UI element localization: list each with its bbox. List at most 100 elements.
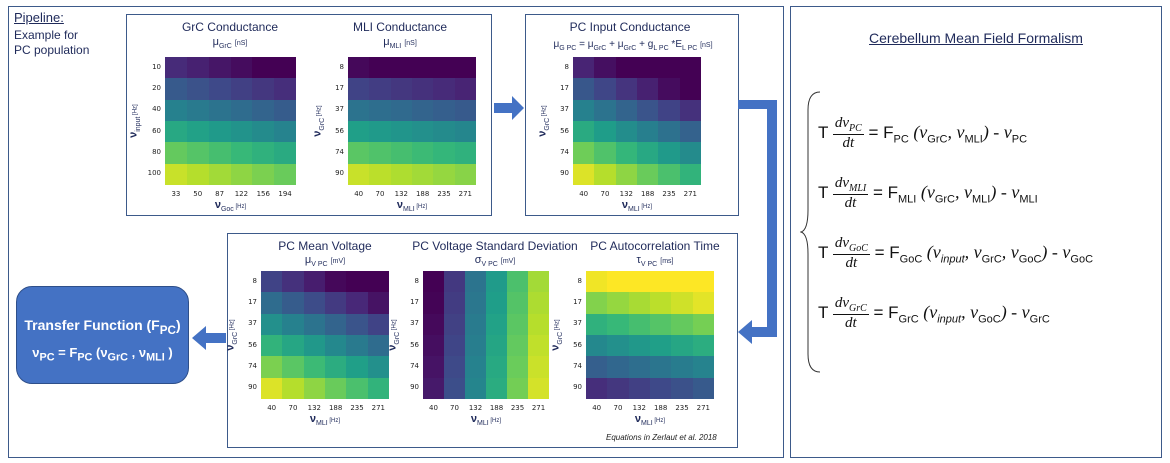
heatmap-cell	[671, 292, 693, 314]
heatmap-cell	[573, 99, 595, 121]
heatmap-cell	[486, 356, 507, 378]
heatmap-cell	[390, 163, 412, 185]
heatmap-cell	[679, 121, 701, 143]
heatmap-cell	[165, 163, 187, 185]
heatmap-cell	[528, 292, 549, 314]
y-tick-label: 8	[339, 62, 344, 71]
heatmap-cell	[586, 292, 608, 314]
heatmap-cell	[390, 78, 412, 100]
x-tick-label: 40	[354, 190, 364, 198]
arrow-left-icon	[192, 326, 226, 350]
y-tick-label: 37	[248, 319, 257, 328]
arrow-right-icon	[494, 96, 524, 120]
heatmap-cell	[628, 292, 650, 314]
y-tick-label: 40	[152, 105, 161, 114]
x-tick-label: 33	[171, 190, 181, 198]
heatmap-cell	[615, 99, 637, 121]
x-tick-label: 188	[489, 404, 504, 412]
x-tick-label: 70	[375, 190, 385, 198]
heatmap-cell	[637, 57, 659, 79]
heatmap-cell	[433, 78, 455, 100]
x-axis-label: νMLI [Hz]	[634, 413, 666, 428]
heatmap-cell	[412, 78, 434, 100]
heatmap-cell	[412, 163, 434, 185]
heatmap-cell	[325, 271, 347, 293]
heatmap-cell	[412, 99, 434, 121]
x-tick-label: 132	[632, 404, 647, 412]
grc-title: GrC Conductance	[181, 20, 279, 34]
heatmap-cell	[465, 271, 486, 293]
transfer-function-title: Transfer Function (FPC)	[24, 317, 181, 337]
heatmap-cell	[615, 142, 637, 164]
y-tick-label: 10	[152, 62, 161, 71]
heatmap-cell	[650, 292, 672, 314]
heatmap-cell	[165, 99, 187, 121]
x-tick-label: 235	[350, 404, 364, 412]
y-tick-label: 37	[335, 105, 344, 114]
x-tick-label: 40	[267, 404, 277, 412]
heatmap-cell	[346, 335, 368, 357]
heatmap-cell	[465, 356, 486, 378]
heatmap-cell	[586, 271, 608, 293]
heatmap-cell	[444, 356, 465, 378]
heatmap-cell	[671, 313, 693, 335]
heatmap-cell	[369, 99, 391, 121]
mean-field-equation: T dνGrC dt = FGrC (νinput, νGoC) - νGrC	[818, 295, 1050, 331]
x-tick-label: 235	[675, 404, 689, 412]
heatmap-cell	[282, 377, 304, 399]
heatmap-cell	[282, 313, 304, 335]
heatmap-cell	[274, 163, 296, 185]
heatmap-cell	[390, 99, 412, 121]
pipeline-subtitle-1: Example for	[14, 28, 79, 42]
heatmap-cell	[412, 121, 434, 143]
heatmap-cell	[274, 57, 296, 79]
x-tick-label: 132	[468, 404, 483, 412]
y-axis-label: νGrC [Hz]	[536, 105, 551, 137]
heatmap-cell	[671, 356, 693, 378]
heatmap-cell	[650, 335, 672, 357]
y-tick-label: 80	[152, 148, 161, 156]
y-tick-label: 37	[560, 105, 569, 114]
y-tick-label: 74	[335, 148, 344, 156]
x-tick-label: 40	[592, 404, 602, 412]
y-tick-label: 100	[147, 169, 161, 178]
heatmap-cell	[658, 57, 680, 79]
heatmap-cell	[650, 377, 672, 399]
heatmap-cell	[369, 121, 391, 143]
heatmap-cell	[573, 78, 595, 100]
heatmap-cell	[433, 57, 455, 79]
y-tick-label: 20	[152, 84, 161, 92]
heatmap-cell	[252, 99, 275, 121]
y-tick-label: 37	[410, 319, 419, 328]
elbow-arrow-icon	[738, 100, 777, 344]
x-tick-label: 70	[288, 404, 298, 412]
heatmap-cell	[165, 121, 187, 143]
mli-mu: μMLI [nS]	[383, 36, 417, 51]
x-tick-label: 235	[662, 190, 676, 198]
x-tick-label: 188	[415, 190, 430, 198]
heatmap-cell	[208, 121, 231, 143]
heatmap-cell	[628, 356, 650, 378]
heatmap-cell	[607, 292, 629, 314]
heatmap-cell	[507, 377, 528, 399]
heatmap-cell	[454, 57, 476, 79]
x-tick-label: 235	[510, 404, 525, 412]
y-tick-label: 60	[152, 126, 161, 135]
y-axis-label: νGrC [Hz]	[549, 319, 564, 351]
heatmap-cell	[486, 271, 507, 293]
y-tick-label: 17	[573, 298, 582, 306]
heatmap-cell	[607, 313, 629, 335]
x-tick-label: 235	[437, 190, 451, 198]
tau-title: PC Autocorrelation Time	[590, 239, 720, 253]
heatmap-cell	[367, 377, 389, 399]
heatmap-cell	[423, 356, 444, 378]
heatmap-cell	[507, 335, 528, 357]
heatmap-cell	[390, 121, 412, 143]
meanv-mu: μV PC [mV]	[304, 254, 346, 269]
heatmap-cell	[679, 163, 701, 185]
heatmap-cell	[348, 57, 370, 79]
heatmap-cell	[454, 78, 476, 100]
heatmap-cell	[692, 271, 714, 293]
heatmap-cell	[346, 271, 368, 293]
heatmap-cell	[274, 121, 296, 143]
